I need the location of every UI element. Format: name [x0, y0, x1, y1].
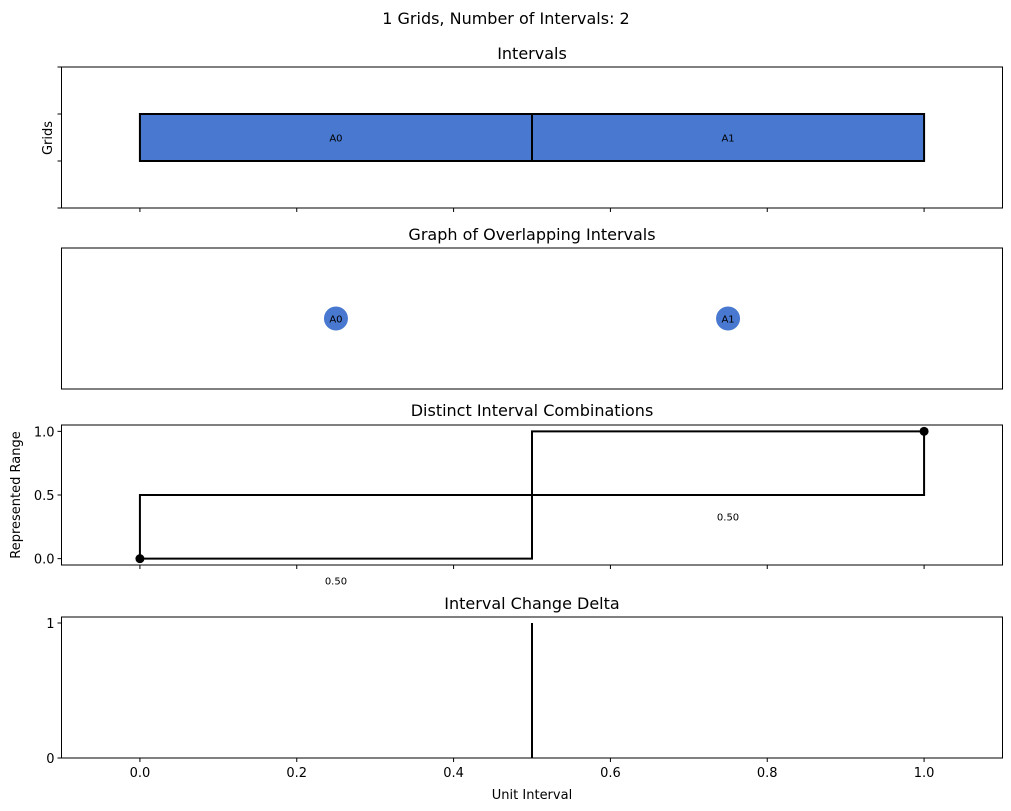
graph-node-label: A1: [721, 315, 734, 326]
intervals-frame: [61, 66, 1003, 209]
combinations-panel: Distinct Interval Combinations Represent…: [9, 401, 1003, 587]
intervals-panel: Intervals Grids A0 A1: [41, 44, 1003, 212]
graph-frame: [61, 247, 1003, 390]
combinations-ylabel: Represented Range: [9, 431, 24, 558]
delta-panel: Interval Change Delta 0 1 0.0 0.2 0.4 0.6 0.8 1…: [46, 594, 1003, 803]
intervals-ylabel: Grids: [41, 121, 56, 155]
y-tick-label: 0.0: [34, 553, 55, 568]
delta-frame: [61, 616, 1003, 759]
x-tick-label: 0.4: [443, 766, 464, 781]
graph-title: Graph of Overlapping Intervals: [408, 225, 655, 244]
graph-panel: Graph of Overlapping Intervals A0 A1: [61, 225, 1003, 390]
combination-label: 0.50: [325, 576, 347, 587]
x-tick-label: 0.8: [757, 766, 778, 781]
endpoint-marker: [135, 554, 145, 564]
graph-node: [716, 306, 741, 331]
y-tick-label: 0: [46, 752, 54, 767]
graph-node: [323, 306, 348, 331]
interval-label: A1: [721, 134, 734, 145]
combinations-frame: [61, 424, 1003, 566]
x-tick-label: 1.0: [914, 766, 935, 781]
x-axis-label: Unit Interval: [492, 788, 572, 803]
x-tick-label: 0.0: [130, 766, 151, 781]
y-tick-label: 1: [46, 617, 54, 632]
y-tick-label: 1.0: [34, 425, 55, 440]
interval-label: A0: [329, 134, 342, 145]
x-tick-label: 0.6: [600, 766, 621, 781]
interval-bar: [531, 113, 926, 162]
endpoint-marker: [919, 426, 929, 436]
x-tick-label: 0.2: [286, 766, 307, 781]
delta-title: Interval Change Delta: [444, 594, 619, 613]
y-tick-label: 0.5: [34, 489, 55, 504]
combination-line: [531, 430, 926, 496]
graph-node-label: A0: [329, 315, 342, 326]
figure-suptitle: 1 Grids, Number of Intervals: 2: [382, 9, 629, 28]
intervals-title: Intervals: [497, 44, 567, 63]
combination-line: [138, 494, 533, 560]
combinations-title: Distinct Interval Combinations: [411, 401, 654, 420]
interval-bar: [138, 113, 534, 162]
combination-label: 0.50: [717, 513, 739, 524]
